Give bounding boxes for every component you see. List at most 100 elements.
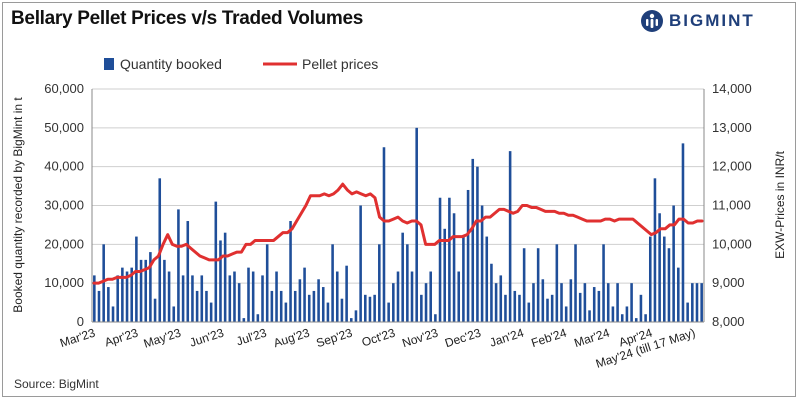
bar	[368, 296, 372, 322]
right-tick-label: 10,000	[712, 236, 752, 251]
bar	[303, 267, 306, 322]
left-tick-label: 40,000	[44, 159, 84, 174]
bar	[700, 283, 703, 322]
bar	[195, 290, 199, 322]
bar	[476, 166, 479, 322]
bar	[153, 298, 157, 322]
x-tick-label: Oct'23	[360, 325, 397, 349]
bar	[205, 290, 208, 322]
bar	[522, 248, 526, 322]
bar	[658, 213, 661, 322]
bar	[387, 302, 390, 322]
bar	[695, 283, 699, 322]
left-tick-label: 10,000	[44, 275, 84, 290]
bar	[415, 127, 418, 322]
bar	[167, 271, 171, 322]
x-tick-label: Nov'23	[400, 325, 440, 350]
bar	[392, 283, 395, 322]
bar	[550, 294, 554, 322]
bar	[597, 290, 601, 322]
bar	[261, 275, 264, 322]
bar	[214, 201, 218, 322]
bar	[93, 275, 96, 322]
bar	[434, 314, 437, 322]
bar	[373, 294, 376, 322]
x-tick-label: Mar'23	[58, 325, 97, 350]
bar	[616, 283, 619, 322]
bar	[620, 314, 624, 322]
bar	[588, 310, 591, 322]
bar	[382, 147, 386, 322]
bar	[606, 283, 610, 322]
bar	[247, 267, 250, 322]
bar	[125, 271, 129, 322]
bar	[541, 279, 545, 322]
price-line	[92, 182, 704, 285]
bar	[284, 302, 288, 322]
left-tick-label: 20,000	[44, 236, 84, 251]
bar	[378, 244, 381, 322]
brand-name: BIGMINT	[669, 11, 755, 30]
x-tick-label: Dec'23	[443, 325, 483, 350]
x-tick-label: May'23	[142, 325, 183, 350]
bar	[275, 271, 278, 322]
bar	[307, 294, 311, 322]
chart-title: Bellary Pellet Prices v/s Traded Volumes	[11, 8, 363, 29]
bar	[448, 197, 451, 322]
bar	[490, 263, 493, 322]
bar	[270, 290, 274, 322]
bar	[177, 209, 180, 322]
bar	[424, 283, 428, 322]
bar	[508, 151, 512, 322]
bar	[209, 302, 213, 322]
bar	[686, 302, 689, 322]
bar	[691, 283, 694, 322]
bar	[420, 294, 423, 322]
right-tick-label: 8,000	[712, 314, 745, 329]
bar	[429, 271, 432, 322]
bar	[499, 275, 503, 322]
bar	[233, 271, 236, 322]
bar	[121, 267, 124, 322]
bar	[139, 259, 143, 322]
bar	[237, 283, 241, 322]
x-tick-label: Jan'24	[488, 325, 526, 349]
bar	[639, 294, 643, 322]
bar	[438, 197, 442, 322]
x-tick-label: Jul'23	[235, 325, 269, 348]
bar	[401, 232, 404, 322]
x-tick-label: Jun'23	[188, 325, 226, 349]
bar	[116, 275, 119, 322]
x-tick-label: Sep'23	[315, 325, 355, 350]
bar	[485, 236, 489, 322]
bar	[359, 205, 362, 322]
bar	[256, 314, 260, 322]
x-tick-label: Feb'24	[529, 325, 568, 350]
bar	[228, 275, 232, 322]
legend-bar-swatch	[104, 58, 114, 70]
bar	[242, 318, 246, 322]
right-tick-label: 12,000	[712, 159, 752, 174]
bar	[135, 236, 138, 322]
right-tick-label: 13,000	[712, 120, 752, 135]
bar	[181, 275, 185, 322]
left-tick-label: 0	[77, 314, 84, 329]
bar	[457, 271, 461, 322]
bar	[634, 318, 638, 322]
chart-frame	[2, 2, 796, 397]
left-tick-label: 30,000	[44, 198, 84, 213]
bar	[663, 236, 666, 322]
bar	[648, 236, 652, 322]
bar	[536, 248, 540, 322]
bar	[172, 306, 176, 322]
bar	[532, 283, 535, 322]
legend-line-label: Pellet prices	[302, 56, 378, 72]
bar	[130, 267, 133, 322]
bar	[396, 271, 400, 322]
bigmint-logo-icon	[641, 10, 663, 32]
bar	[462, 236, 465, 322]
bar	[504, 294, 507, 322]
bar	[672, 205, 675, 322]
bar	[583, 283, 587, 322]
